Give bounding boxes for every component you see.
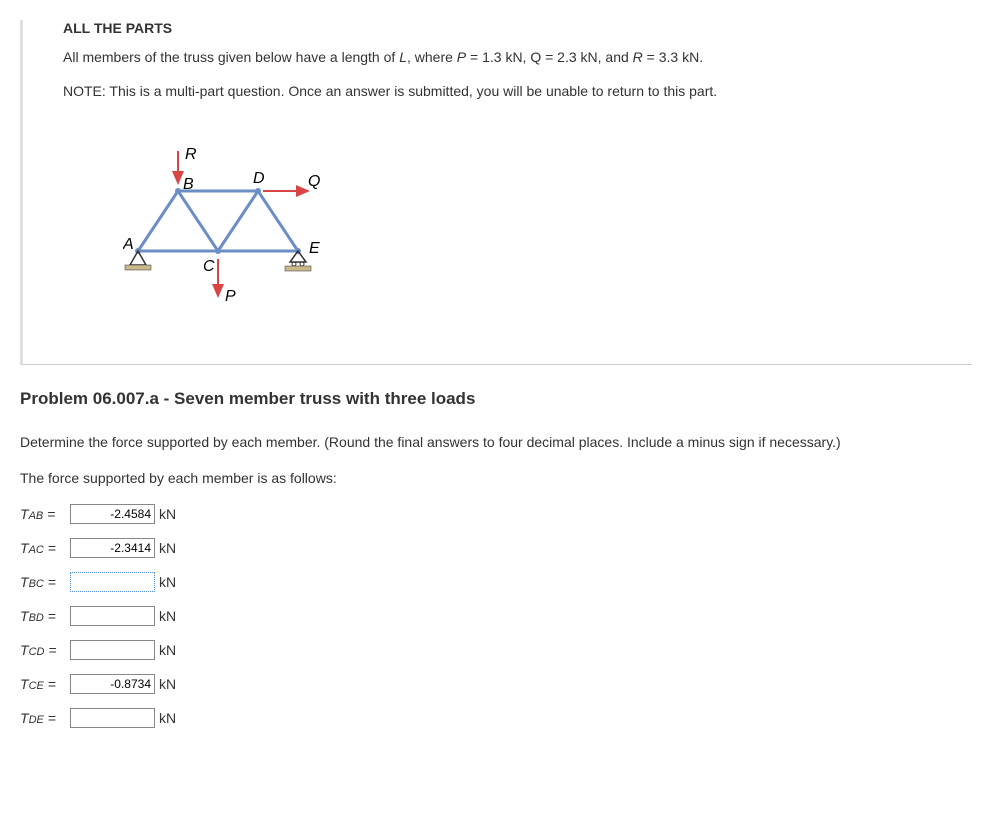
label-P: P [225,288,236,305]
result-intro: The force supported by each member is as… [20,469,972,489]
answer-label: TBC = [20,574,70,590]
answer-input-de[interactable] [70,708,155,728]
unit-label: kN [159,608,176,624]
answer-row: TCD = kN [20,640,972,660]
answer-label: TBD = [20,608,70,624]
description-text: All members of the truss given below hav… [63,48,972,68]
instruction-text: Determine the force supported by each me… [20,433,972,453]
answer-row: TCE = kN [20,674,972,694]
answer-label: TAB = [20,506,70,522]
answers-container: TAB = kNTAC = kNTBC = kNTBD = kNTCD = kN… [20,504,972,728]
label-C: C [203,258,215,275]
answer-input-cd[interactable] [70,640,155,660]
problem-heading: Problem 06.007.a - Seven member truss wi… [20,389,972,409]
truss-diagram: R Q P A B C D E [123,131,972,334]
unit-label: kN [159,540,176,556]
label-B: B [183,176,194,193]
answer-row: TDE = kN [20,708,972,728]
answer-row: TBD = kN [20,606,972,626]
answer-row: TAB = kN [20,504,972,524]
answer-label: TCD = [20,642,70,658]
label-D: D [253,170,265,187]
unit-label: kN [159,710,176,726]
label-E: E [309,240,320,257]
label-Q: Q [308,173,320,190]
unit-label: kN [159,506,176,522]
answer-label: TCE = [20,676,70,692]
answer-input-bd[interactable] [70,606,155,626]
answer-row: TBC = kN [20,572,972,592]
answer-input-ac[interactable] [70,538,155,558]
answer-input-bc[interactable] [70,572,155,592]
note-text: NOTE: This is a multi-part question. Onc… [63,82,972,102]
answer-input-ab[interactable] [70,504,155,524]
unit-label: kN [159,676,176,692]
header-section: ALL THE PARTS All members of the truss g… [20,20,972,365]
title-parts: ALL THE PARTS [63,20,972,36]
answer-label: TAC = [20,540,70,556]
unit-label: kN [159,642,176,658]
answer-input-ce[interactable] [70,674,155,694]
answer-label: TDE = [20,710,70,726]
answer-row: TAC = kN [20,538,972,558]
label-A: A [123,236,134,253]
label-R: R [185,146,197,163]
unit-label: kN [159,574,176,590]
